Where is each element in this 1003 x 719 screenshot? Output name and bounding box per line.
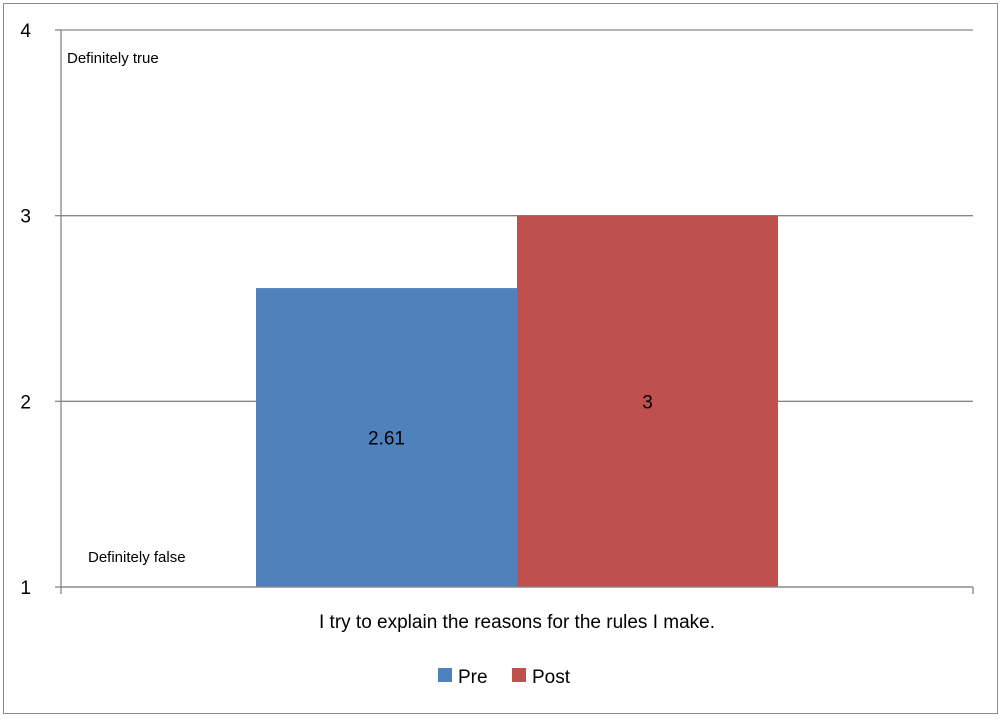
legend-swatch-pre <box>438 668 452 682</box>
data-label-post: 3 <box>642 392 653 413</box>
bars <box>61 215 973 588</box>
y-tick-label: 4 <box>20 21 31 42</box>
legend-label-post: Post <box>532 667 571 688</box>
legend-swatch-post <box>512 668 526 682</box>
data-labels: 2.61 3 <box>368 392 653 449</box>
y-tick-label: 2 <box>20 392 31 413</box>
legend-label-pre: Pre <box>458 667 488 688</box>
axes <box>55 29 974 594</box>
data-label-pre: 2.61 <box>368 429 405 450</box>
bar-post <box>517 215 778 587</box>
bar-pre <box>256 288 517 587</box>
y-tick-label: 3 <box>20 207 31 228</box>
category-label: I try to explain the reasons for the rul… <box>319 612 715 633</box>
annotation-definitely-true: Definitely true <box>67 50 159 67</box>
annotation-definitely-false: Definitely false <box>88 549 186 566</box>
y-tick-labels: 1 2 3 4 <box>20 21 31 599</box>
legend: Pre Post <box>438 667 571 688</box>
y-tick-label: 1 <box>20 578 31 599</box>
